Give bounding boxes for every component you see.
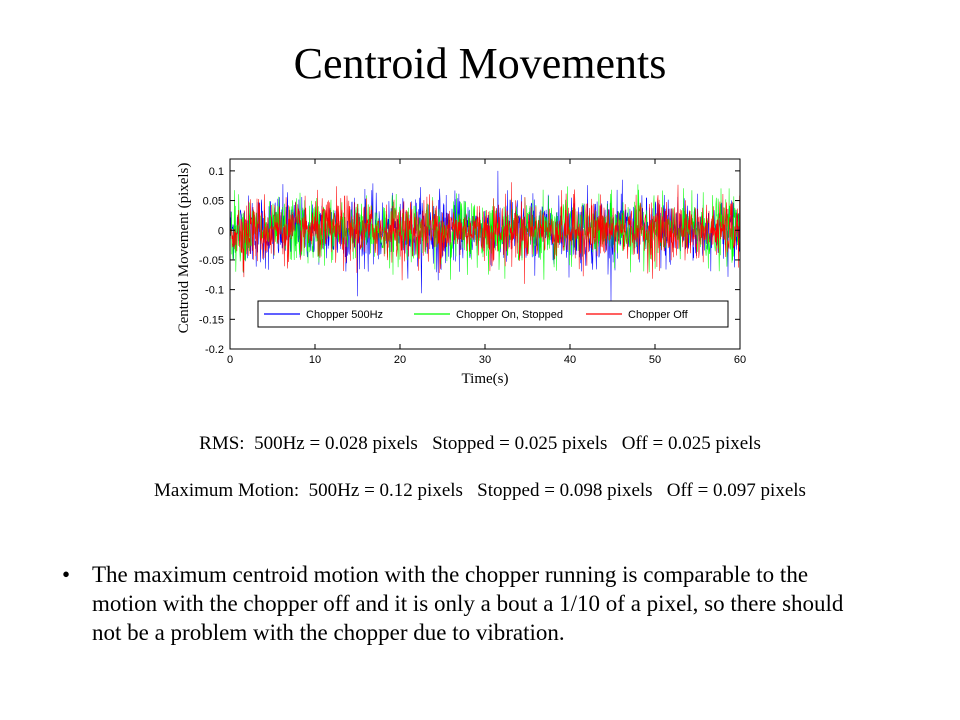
y-tick-label: -0.05: [199, 255, 224, 267]
x-axis-label: Time(s): [462, 371, 509, 387]
y-tick-label: 0: [218, 225, 224, 237]
legend-label-chopper-off: Chopper Off: [628, 309, 689, 321]
bullet-item: • The maximum centroid motion with the c…: [62, 560, 862, 647]
legend-box: [257, 300, 729, 328]
bullet-dot-icon: •: [62, 562, 71, 587]
x-tick-label: 30: [479, 354, 491, 366]
bullet-text: The maximum centroid motion with the cho…: [92, 562, 844, 645]
x-tick-label: 10: [309, 354, 321, 366]
x-tick-label: 40: [564, 354, 576, 366]
series-traces: [230, 170, 740, 302]
y-axis-label: Centroid Movement (pixels): [176, 163, 192, 334]
x-tick-label: 50: [649, 354, 661, 366]
series-line-chopper-on-stopped: [230, 184, 740, 280]
legend-label-chopper-500hz: Chopper 500Hz: [306, 309, 383, 321]
slide-title: Centroid Movements: [293, 39, 667, 88]
y-tick-label: -0.1: [205, 285, 224, 297]
x-tick-label: 0: [227, 354, 233, 366]
x-tick-label: 20: [394, 354, 406, 366]
max-motion-summary: Maximum Motion: 500Hz = 0.12 pixels Stop…: [154, 480, 806, 501]
legend-label-chopper-on-stopped: Chopper On, Stopped: [456, 309, 563, 321]
y-tick-label: 0.05: [203, 196, 224, 208]
x-tick-label: 60: [734, 354, 746, 366]
centroid-chart: 0.10.050-0.05-0.1-0.15-0.20 10 20 30 40 50 60T…: [176, 158, 746, 387]
y-tick-label: 0.1: [209, 166, 224, 178]
rms-summary: RMS: 500Hz = 0.028 pixels Stopped = 0.02…: [199, 433, 761, 454]
y-tick-label: -0.15: [199, 314, 224, 326]
series-line-chopper-off: [230, 182, 740, 284]
y-tick-label: -0.2: [205, 344, 224, 356]
